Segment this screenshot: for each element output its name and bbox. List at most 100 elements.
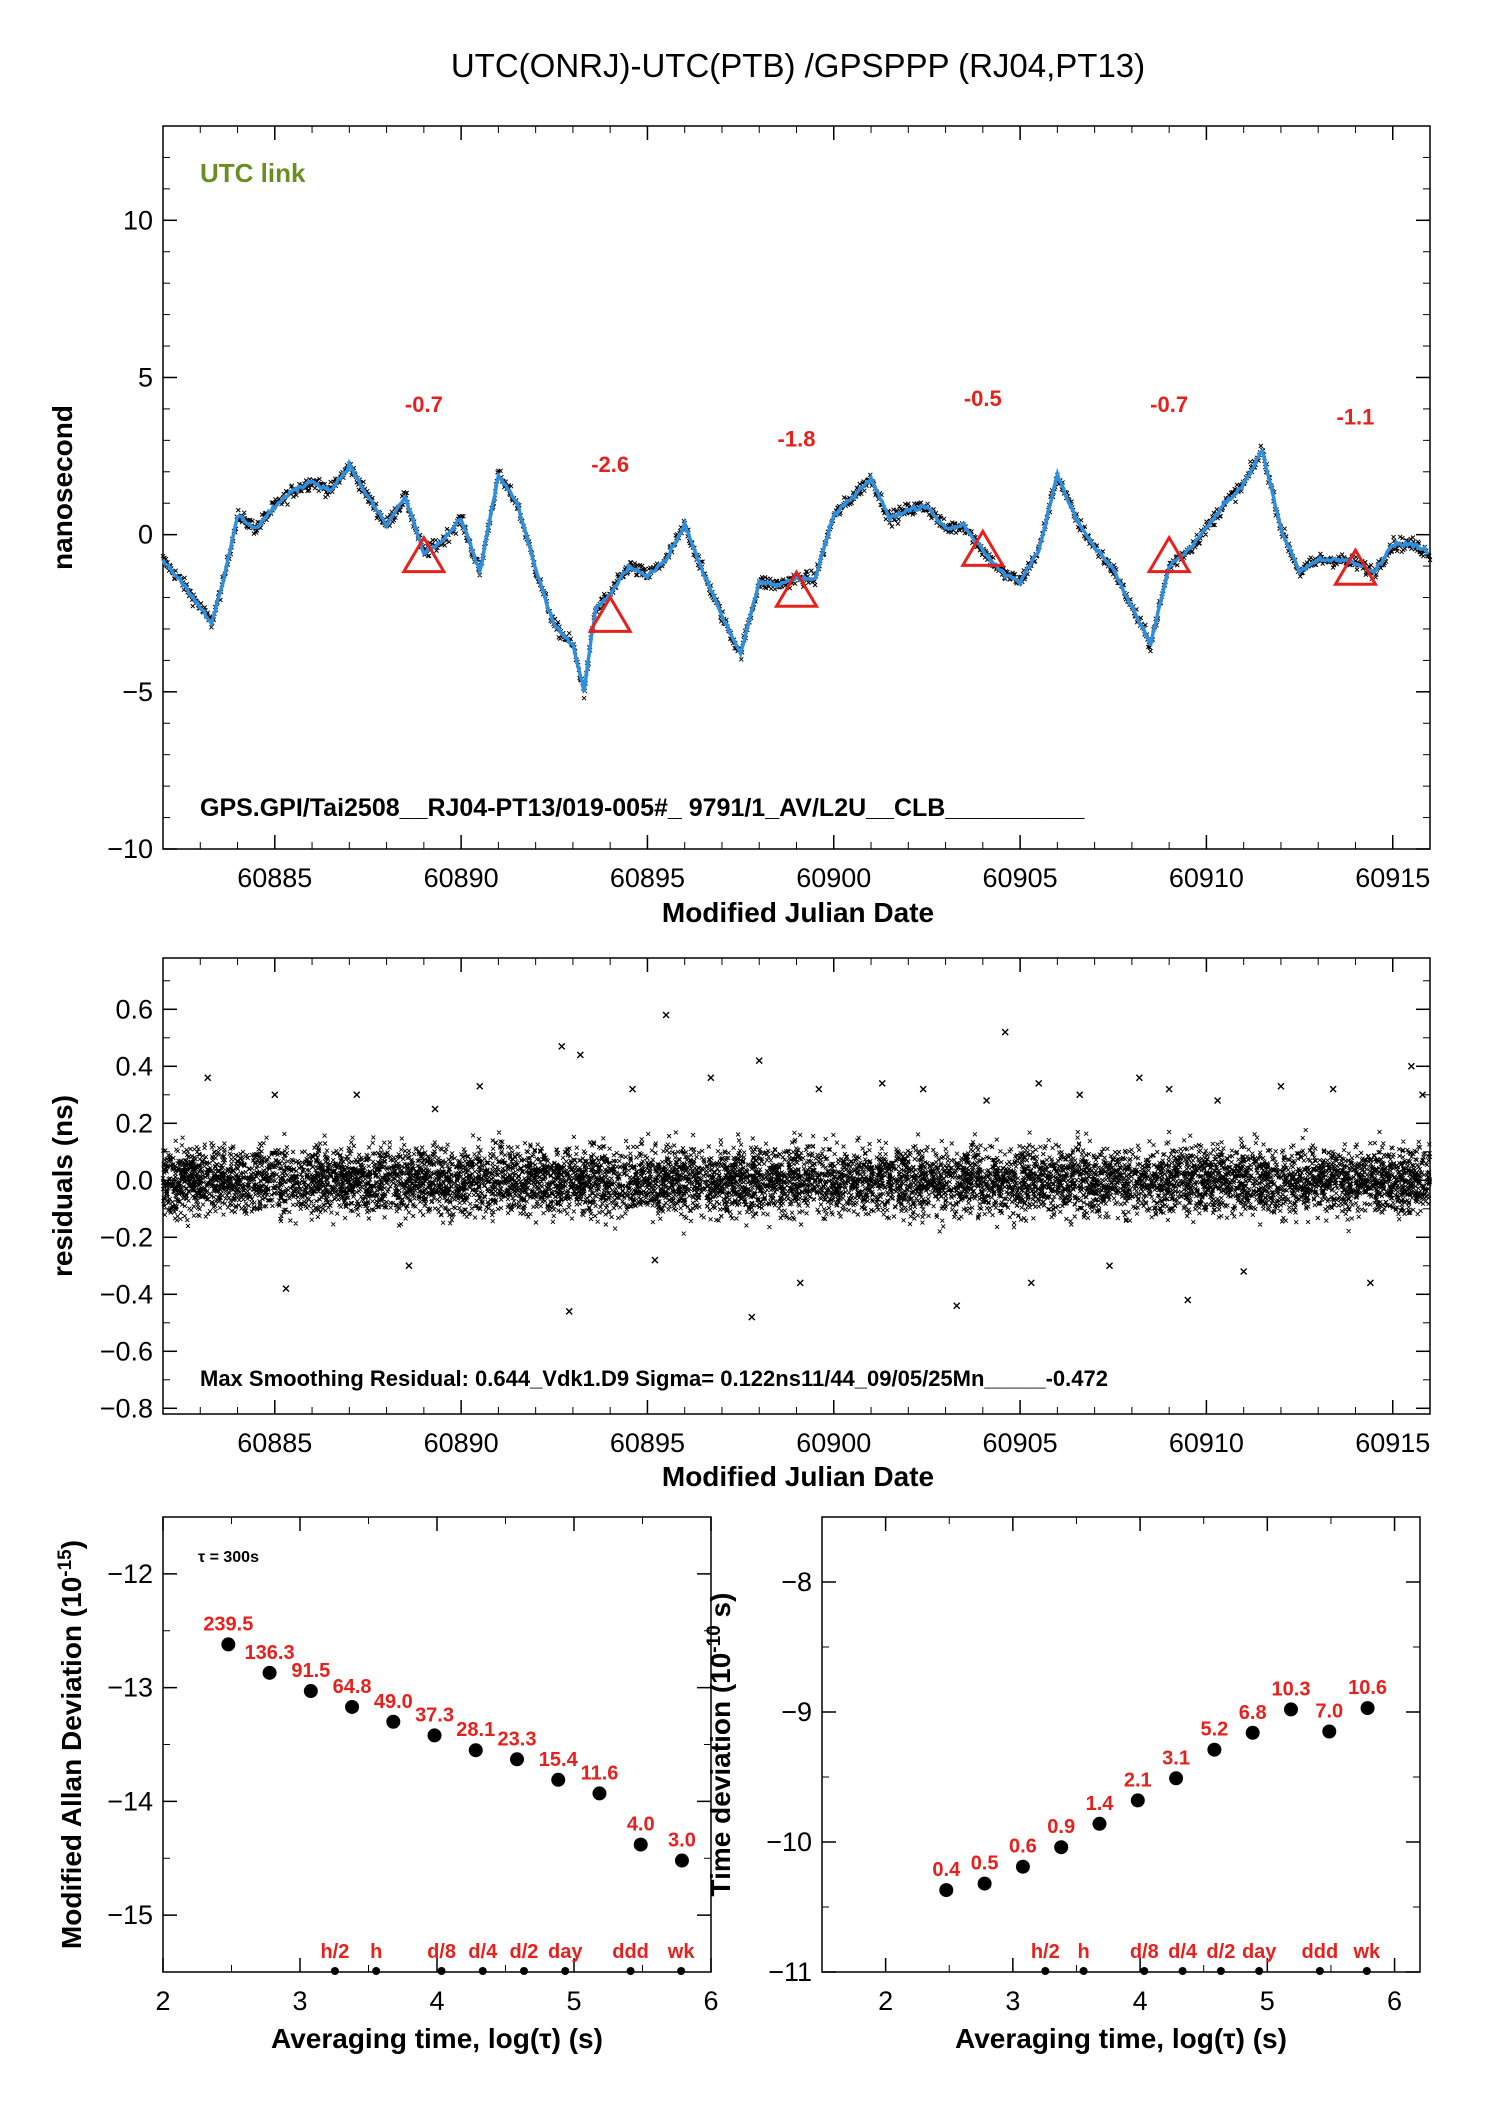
mdev-deviation-point bbox=[221, 1637, 236, 1652]
mdev-ytick-label: −14 bbox=[107, 1786, 153, 1816]
tdev-time-mark-dot bbox=[1315, 1967, 1324, 1975]
mdev-ytick-label: −15 bbox=[107, 1900, 153, 1930]
residual-outlier bbox=[353, 1091, 361, 1099]
mdev-deviation-point bbox=[633, 1837, 648, 1852]
tdev-deviation-point bbox=[1360, 1701, 1375, 1716]
mid-xtick-label: 60890 bbox=[424, 1428, 499, 1458]
tdev-y-axis-label: Time deviation (10-10 s) bbox=[704, 1593, 736, 1897]
residual-outlier bbox=[1184, 1296, 1192, 1304]
residual-outlier bbox=[953, 1302, 961, 1310]
mdev-plot-frame bbox=[162, 1516, 712, 1973]
tdev-time-mark-label: d/4 bbox=[1168, 1941, 1198, 1963]
tdev-time-mark-label: d/2 bbox=[1206, 1941, 1235, 1963]
tdev-deviation-value-label: 1.4 bbox=[1086, 1793, 1115, 1815]
top-xtick-label: 60915 bbox=[1355, 863, 1430, 893]
tdev-deviation-point bbox=[1207, 1742, 1222, 1757]
tdev-time-mark-label: day bbox=[1242, 1941, 1277, 1963]
residual-outlier bbox=[1035, 1079, 1043, 1087]
tdev-ytick-label: −8 bbox=[781, 1567, 812, 1597]
residual-outlier bbox=[1407, 1062, 1415, 1070]
timeseries-panel: 60885 60890 60895 60900 60905 60910 60915 −10 −5… bbox=[47, 125, 1433, 928]
residual-outlier bbox=[558, 1042, 566, 1050]
mdev-time-mark-label: h bbox=[370, 1941, 382, 1963]
tdev-x-axis-label: Averaging time, log(τ) (s) bbox=[955, 2023, 1287, 2054]
residual-outlier bbox=[662, 1011, 670, 1019]
residual-outlier bbox=[748, 1313, 756, 1321]
tdev-deviation-point bbox=[1283, 1702, 1298, 1717]
residual-points bbox=[160, 1127, 1433, 1236]
tdev-time-mark-dot bbox=[1178, 1967, 1187, 1975]
residual-outlier bbox=[1329, 1085, 1337, 1093]
top-xtick-label: 60900 bbox=[796, 863, 871, 893]
top-xtick-label: 60890 bbox=[424, 863, 499, 893]
residual-outlier bbox=[755, 1057, 763, 1065]
calibration-triangle bbox=[1332, 547, 1379, 586]
mdev-deviation-value-label: 23.3 bbox=[498, 1728, 537, 1750]
calibration-triangle bbox=[773, 569, 820, 608]
triangle-value-label: -0.5 bbox=[964, 386, 1002, 411]
mdev-deviation-value-label: 91.5 bbox=[291, 1660, 330, 1682]
time-deviation-panel: 2 3 4 5 6 −11 −10 −9 −8 Averaging time, log(τ) (s… bbox=[704, 1516, 1421, 2054]
tdev-deviation-value-label: 10.6 bbox=[1348, 1677, 1387, 1699]
top-xtick-label: 60885 bbox=[237, 863, 312, 893]
tdev-deviation-point bbox=[977, 1876, 992, 1891]
mid-xtick-label: 60910 bbox=[1169, 1428, 1244, 1458]
tdev-ytick-label: −9 bbox=[781, 1697, 812, 1727]
figure-title: UTC(ONRJ)-UTC(PTB) /GPSPPP (RJ04,PT13) bbox=[451, 47, 1145, 84]
allan-deviation-panel: 2 3 4 5 6 −15 −14 −13 −12 Averaging time, log(τ) … bbox=[55, 1516, 719, 2054]
top-xtick-label: 60910 bbox=[1169, 863, 1244, 893]
residual-outlier bbox=[1240, 1268, 1248, 1275]
mdev-deviation-point bbox=[674, 1853, 689, 1868]
top-ytick-label: 5 bbox=[138, 362, 153, 392]
residual-outlier bbox=[919, 1085, 927, 1093]
top-ytick-label: 10 bbox=[123, 205, 153, 235]
tdev-plot-frame bbox=[821, 1516, 1421, 1973]
triangle-value-label: -1.8 bbox=[778, 427, 816, 452]
tdev-ytick-label: −11 bbox=[768, 1957, 812, 1987]
top-ytick-label: 0 bbox=[138, 520, 153, 550]
mdev-time-mark-label: h/2 bbox=[320, 1941, 349, 1963]
mdev-time-mark-label: day bbox=[548, 1941, 583, 1963]
mdev-deviation-point bbox=[468, 1743, 483, 1758]
tdev-deviation-value-label: 6.8 bbox=[1239, 1702, 1267, 1724]
residual-outlier bbox=[576, 1051, 584, 1059]
mdev-xtick-label: 3 bbox=[292, 1986, 307, 2016]
tdev-deviation-value-label: 0.9 bbox=[1047, 1816, 1075, 1838]
mid-ytick-label: 0.6 bbox=[115, 994, 153, 1024]
mdev-ytick-label: −13 bbox=[107, 1673, 153, 1703]
mdev-y-axis-label: Modified Allan Deviation (10-15) bbox=[55, 1540, 87, 1949]
residual-outlier bbox=[1001, 1028, 1009, 1036]
tdev-deviation-point bbox=[1092, 1816, 1107, 1831]
residual-outlier bbox=[271, 1091, 279, 1099]
tdev-deviation-point bbox=[1015, 1859, 1030, 1874]
tdev-deviation-value-label: 5.2 bbox=[1200, 1719, 1228, 1741]
mid-xtick-label: 60900 bbox=[796, 1428, 871, 1458]
tdev-xtick-label: 2 bbox=[878, 1986, 893, 2016]
mdev-y-axis-label-exp: -15 bbox=[55, 1549, 76, 1577]
residual-outlier bbox=[707, 1074, 715, 1082]
tdev-y-axis-label-tail: s) bbox=[705, 1593, 736, 1626]
mdev-xtick-label: 2 bbox=[155, 1986, 170, 2016]
residual-outlier bbox=[282, 1285, 290, 1293]
residual-outlier bbox=[1135, 1074, 1143, 1082]
mid-x-axis-label: Modified Julian Date bbox=[662, 1461, 934, 1492]
fit-line bbox=[161, 448, 1430, 693]
tdev-deviation-value-label: 10.3 bbox=[1272, 1678, 1311, 1700]
top-xtick-label: 60895 bbox=[610, 863, 685, 893]
mdev-deviation-value-label: 64.8 bbox=[333, 1676, 372, 1698]
tdev-time-mark-label: h bbox=[1077, 1941, 1089, 1963]
tdev-deviation-value-label: 0.5 bbox=[971, 1853, 999, 1875]
tdev-xtick-label: 3 bbox=[1005, 1986, 1020, 2016]
tdev-y-axis-label-exp: -10 bbox=[704, 1625, 725, 1652]
residual-outlier bbox=[629, 1085, 637, 1093]
mdev-deviation-point bbox=[551, 1772, 566, 1787]
residual-outlier bbox=[1106, 1262, 1114, 1270]
residual-outlier bbox=[815, 1085, 823, 1093]
calibration-triangle bbox=[401, 534, 447, 574]
triangle-value-label: -1.1 bbox=[1337, 405, 1375, 430]
mdev-x-axis-label: Averaging time, log(τ) (s) bbox=[271, 2023, 603, 2054]
mdev-xtick-label: 4 bbox=[429, 1986, 444, 2016]
residual-outlier bbox=[878, 1079, 886, 1087]
mdev-xtick-label: 5 bbox=[566, 1986, 581, 2016]
residual-outlier bbox=[405, 1262, 413, 1270]
